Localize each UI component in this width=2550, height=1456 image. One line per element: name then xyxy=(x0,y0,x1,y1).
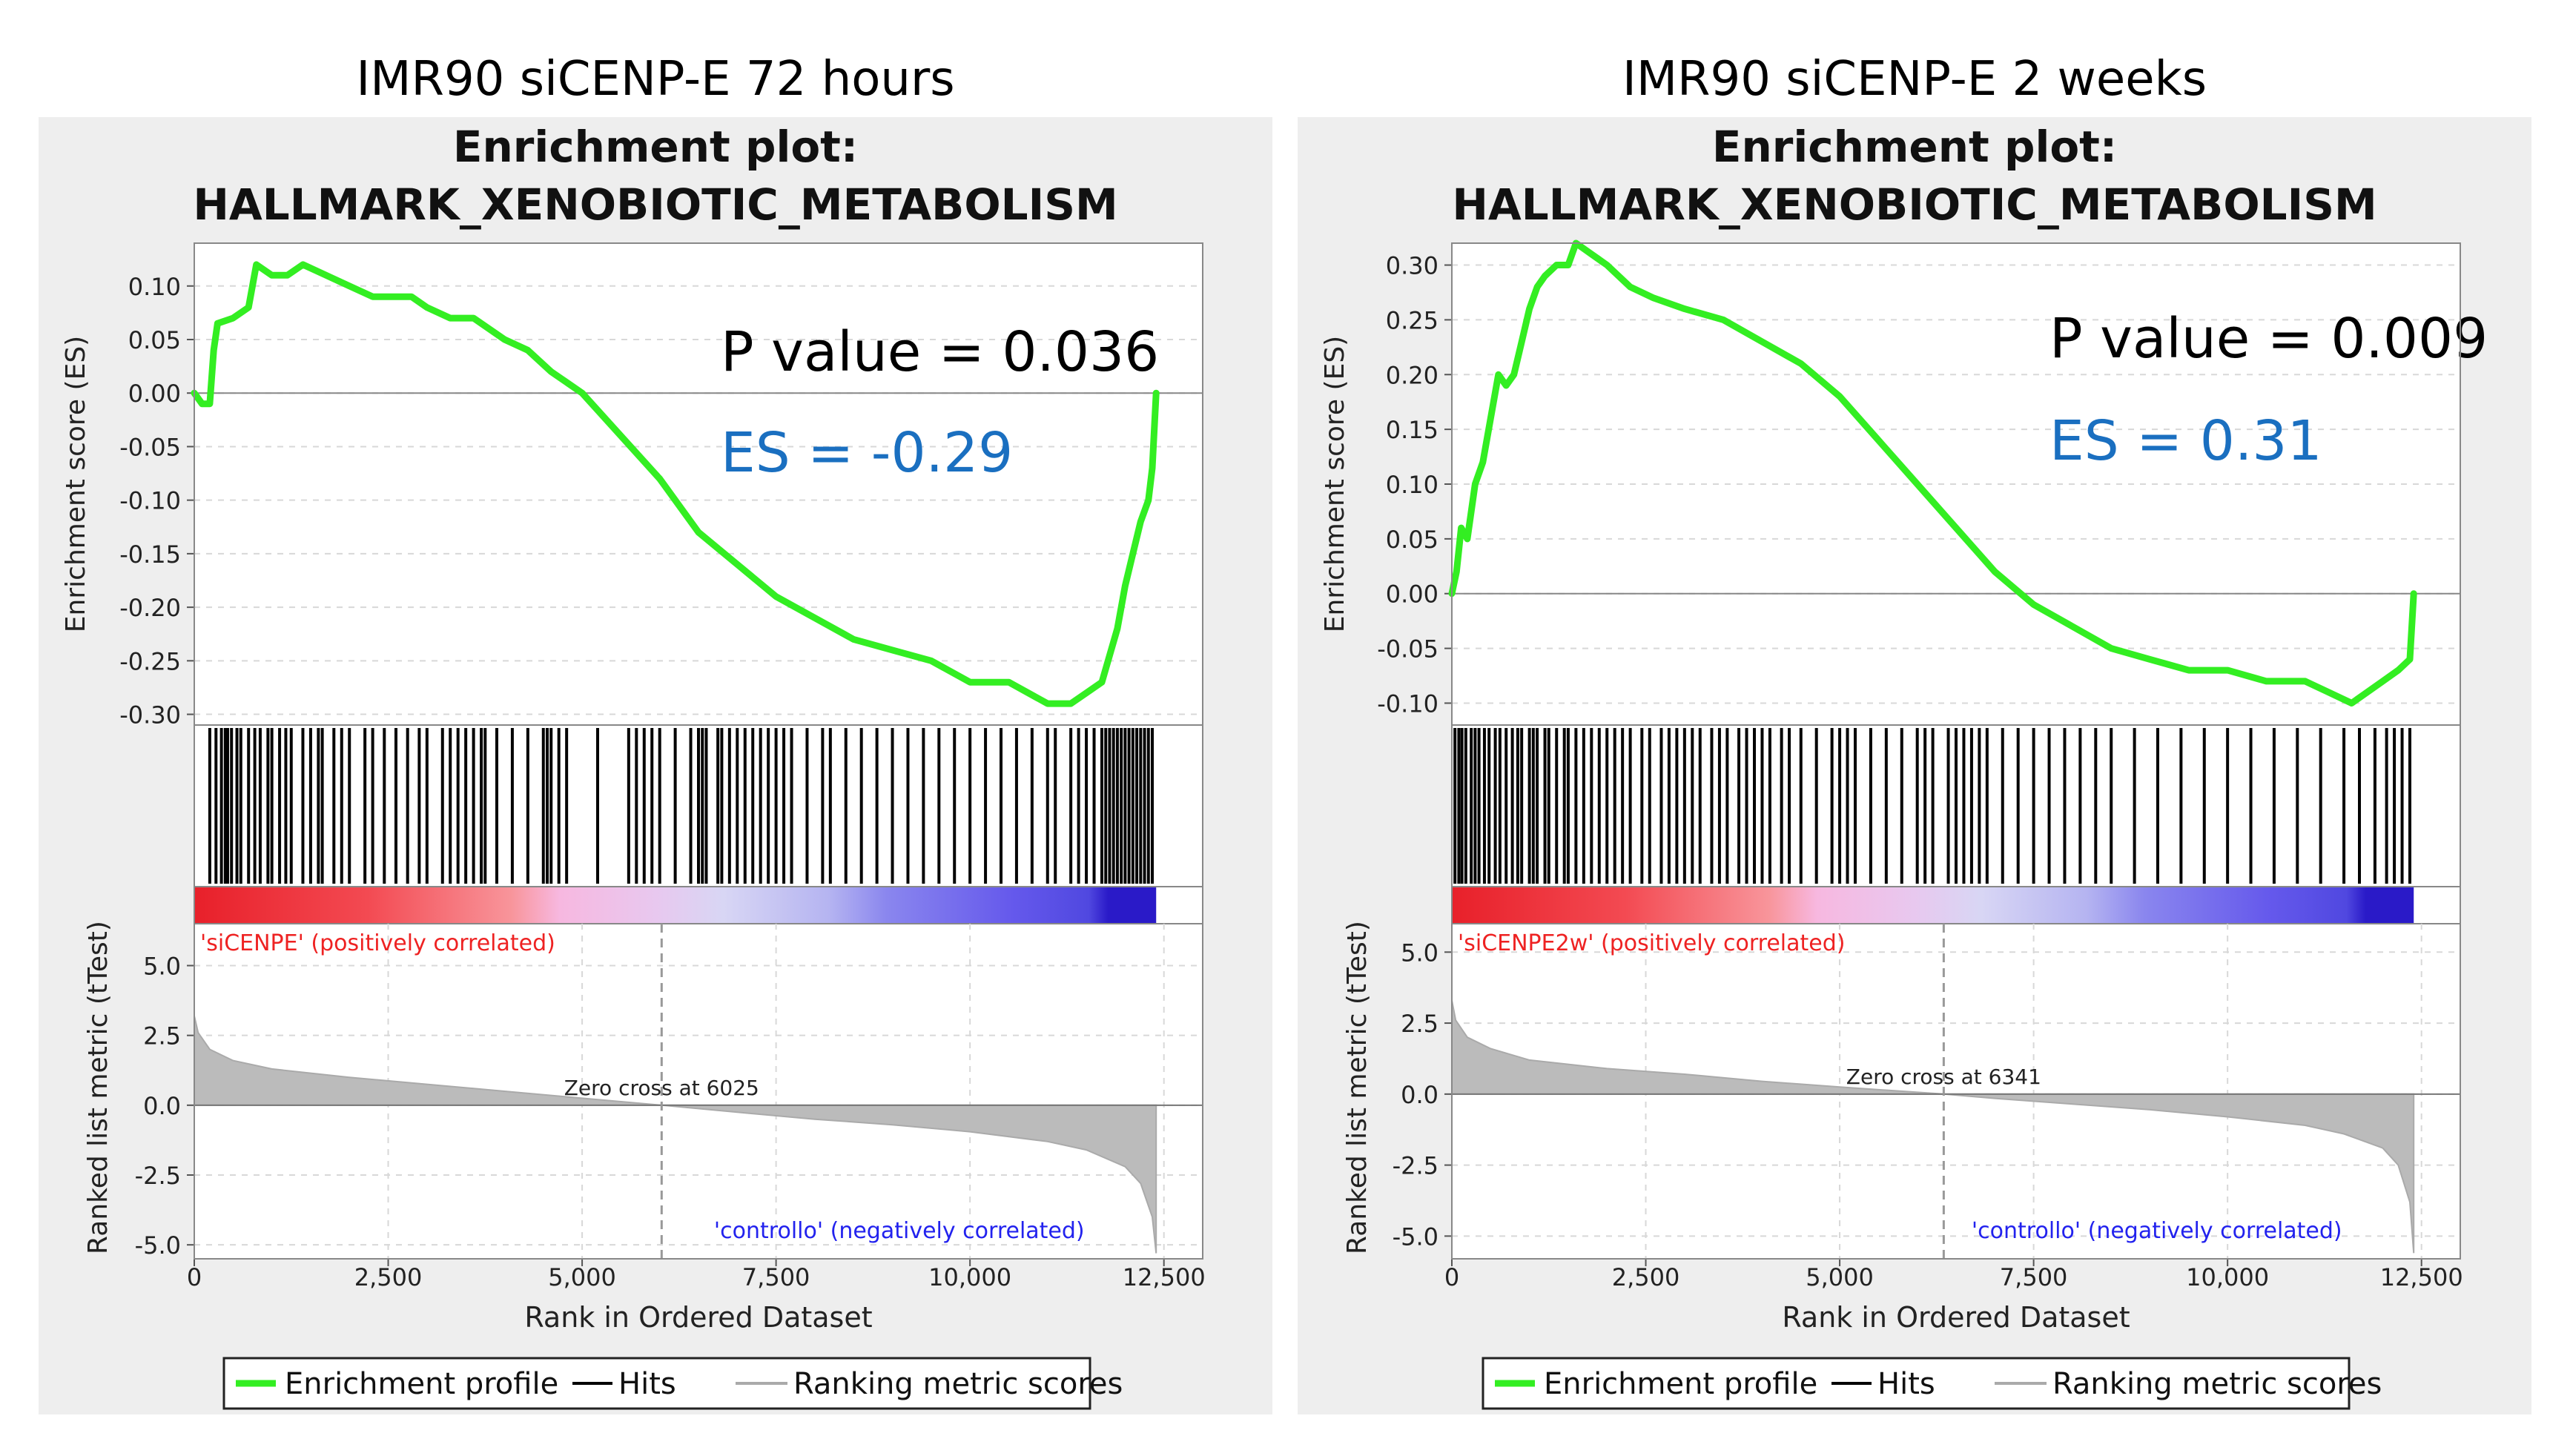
legend: Enrichment profile Hits Ranking metric sco… xyxy=(222,1357,1123,1410)
panel-1: IMR90 siCENP-E 72 hours Enrichment plot: H… xyxy=(39,52,1272,1414)
panel-heading: IMR90 siCENP-E 2 weeks xyxy=(1622,52,2207,107)
es-tick-label: -0.30 xyxy=(119,701,181,729)
metric-tick-label: 2.5 xyxy=(1401,1010,1438,1038)
es-tick-label: -0.15 xyxy=(119,540,181,569)
ranking-metric-area xyxy=(1451,1000,2415,1254)
es-tick-label: -0.20 xyxy=(119,594,181,622)
metric-tick-label: 2.5 xyxy=(143,1022,181,1050)
es-tick-label: 0.25 xyxy=(1386,306,1438,334)
ranking-heat-bar xyxy=(1452,887,2414,924)
p-value-annotation: P value = 0.009 xyxy=(2049,307,2488,371)
x-tick-label: 5,000 xyxy=(1806,1263,1874,1291)
es-tick-label: -0.10 xyxy=(1377,689,1438,718)
zero-cross-label: Zero cross at 6025 xyxy=(564,1076,759,1100)
metric-tick-label: -5.0 xyxy=(1393,1222,1438,1251)
plot-frame-outline xyxy=(1451,242,2461,1260)
es-annotation: ES = 0.31 xyxy=(2049,409,2322,473)
legend-box xyxy=(222,1357,1091,1410)
legend-ranking-label: Ranking metric scores xyxy=(2052,1367,2382,1401)
x-tick-label: 0 xyxy=(187,1263,202,1291)
es-tick-label: 0.10 xyxy=(128,273,181,301)
es-tick-label: -0.25 xyxy=(119,647,181,675)
negative-correlation-label: 'controllo' (negatively correlated) xyxy=(1972,1218,2342,1244)
positive-correlation-label: 'siCENPE' (positively correlated) xyxy=(200,930,555,956)
panel-heading: IMR90 siCENP-E 72 hours xyxy=(356,52,954,107)
plot-title-line2: HALLMARK_XENOBIOTIC_METABOLISM xyxy=(193,179,1117,230)
plot-title-line1: Enrichment plot: xyxy=(453,122,858,172)
legend-box xyxy=(1482,1357,2351,1410)
p-value-annotation: P value = 0.036 xyxy=(721,320,1159,384)
metric-tick-label: 5.0 xyxy=(1401,939,1438,967)
es-axis-label: Enrichment score (ES) xyxy=(1320,336,1350,632)
legend-enrichment-label: Enrichment profile xyxy=(285,1367,558,1401)
panel-2: IMR90 siCENP-E 2 weeks Enrichment plot: HA… xyxy=(1298,52,2531,1414)
es-tick-label: 0.15 xyxy=(1386,416,1438,444)
ranking-heat-bar xyxy=(194,887,1157,924)
legend-ranking-label: Ranking metric scores xyxy=(793,1367,1123,1401)
metric-tick-label: -2.5 xyxy=(1393,1152,1438,1180)
x-tick-label: 2,500 xyxy=(354,1263,423,1291)
metric-tick-label: -2.5 xyxy=(135,1162,181,1190)
x-tick-label: 2,500 xyxy=(1612,1263,1680,1291)
ranking-metric-area xyxy=(194,1016,1157,1254)
es-tick-label: 0.30 xyxy=(1386,252,1438,280)
enrichment-profile-line xyxy=(191,261,1160,707)
plot-title-line1: Enrichment plot: xyxy=(1712,122,2117,172)
es-tick-label: -0.10 xyxy=(119,487,181,515)
x-tick-label: 0 xyxy=(1444,1263,1459,1291)
legend-hits-label: Hits xyxy=(1877,1367,1935,1401)
negative-correlation-label: 'controllo' (negatively correlated) xyxy=(714,1218,1085,1244)
x-tick-label: 7,500 xyxy=(742,1263,810,1291)
x-tick-label: 5,000 xyxy=(548,1263,616,1291)
es-tick-label: -0.05 xyxy=(119,433,181,461)
es-tick-label: -0.05 xyxy=(1377,635,1438,664)
x-tick-label: 12,500 xyxy=(1123,1263,1206,1291)
plot-title-line2: HALLMARK_XENOBIOTIC_METABOLISM xyxy=(1452,179,2376,230)
x-tick-label: 7,500 xyxy=(2000,1263,2068,1291)
es-annotation: ES = -0.29 xyxy=(721,421,1013,485)
metric-tick-label: 5.0 xyxy=(143,953,181,981)
x-axis-label: Rank in Ordered Dataset xyxy=(524,1301,872,1334)
legend-hits-label: Hits xyxy=(618,1367,676,1401)
x-tick-label: 10,000 xyxy=(2186,1263,2269,1291)
metric-tick-label: 0.0 xyxy=(1401,1081,1438,1109)
x-axis-label: Rank in Ordered Dataset xyxy=(1782,1301,2130,1334)
metric-axis-label: Ranked list metric (tTest) xyxy=(1342,921,1373,1254)
metric-tick-label: 0.0 xyxy=(143,1092,181,1120)
metric-axis-label: Ranked list metric (tTest) xyxy=(83,921,113,1254)
enrichment-profile-line xyxy=(1448,239,2417,707)
metric-tick-label: -5.0 xyxy=(135,1231,181,1260)
es-tick-label: 0.10 xyxy=(1386,471,1438,499)
x-tick-label: 12,500 xyxy=(2380,1263,2463,1291)
legend-enrichment-label: Enrichment profile xyxy=(1544,1367,1817,1401)
es-tick-label: 0.20 xyxy=(1386,361,1438,389)
es-tick-label: 0.00 xyxy=(128,380,181,408)
zero-cross-label: Zero cross at 6341 xyxy=(1846,1065,2041,1089)
es-tick-label: 0.00 xyxy=(1386,580,1438,609)
es-tick-label: 0.05 xyxy=(128,326,181,354)
x-tick-label: 10,000 xyxy=(928,1263,1011,1291)
es-tick-label: 0.05 xyxy=(1386,526,1438,554)
es-axis-label: Enrichment score (ES) xyxy=(61,336,91,632)
positive-correlation-label: 'siCENPE2w' (positively correlated) xyxy=(1458,930,1845,956)
legend: Enrichment profile Hits Ranking metric sco… xyxy=(1482,1357,2382,1410)
plot-frame-outline xyxy=(194,242,1203,1260)
